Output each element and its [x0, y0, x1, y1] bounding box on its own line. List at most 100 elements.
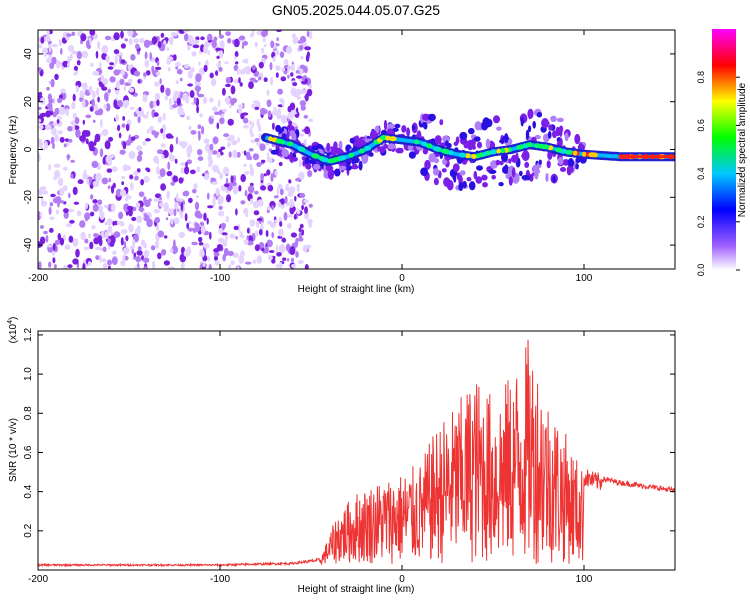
signal-blob — [466, 177, 472, 182]
noise-blob — [227, 118, 234, 126]
noise-blob — [109, 241, 115, 247]
ridge-peak — [483, 151, 488, 157]
noise-blob — [148, 198, 152, 202]
noise-blob — [82, 119, 86, 125]
noise-blob — [234, 51, 239, 58]
signal-blob — [428, 113, 436, 122]
noise-blob — [209, 231, 212, 240]
noise-blob — [288, 187, 294, 196]
noise-blob — [72, 186, 78, 196]
ridge-peak — [500, 148, 506, 154]
figure-title: GN05.2025.044.05.07.G25 — [272, 2, 440, 18]
noise-blob — [174, 217, 180, 225]
noise-blob — [49, 62, 55, 70]
noise-blob — [283, 70, 288, 75]
noise-blob — [107, 66, 114, 70]
noise-blob — [143, 72, 147, 77]
noise-blob — [294, 239, 299, 248]
noise-blob — [240, 200, 246, 205]
ridge-peak — [623, 154, 631, 160]
snr-axes: -200 -100 0 100 0.2 0.4 0.6 0.8 1.0 1.2 — [23, 328, 675, 585]
signal-blob — [557, 157, 564, 165]
colorbar-axis: 0.0 0.2 0.4 0.6 0.8 — [696, 71, 740, 276]
ridge-peak — [389, 136, 397, 142]
noise-blob — [304, 93, 309, 102]
signal-blob — [562, 159, 570, 166]
noise-blob — [164, 96, 169, 101]
noise-blob — [308, 221, 313, 228]
noise-blob — [219, 40, 225, 49]
noise-blob — [252, 259, 257, 264]
noise-blob — [304, 46, 311, 51]
noise-blob — [283, 211, 288, 221]
noise-blob — [51, 44, 58, 48]
noise-blob — [163, 260, 170, 266]
colorbar-gradient — [712, 29, 736, 270]
noise-blob — [123, 241, 127, 247]
colorbar-tick-label: 0.8 — [696, 71, 706, 84]
noise-blob — [73, 201, 80, 205]
noise-blob — [160, 84, 165, 94]
signal-blob — [485, 138, 491, 149]
noise-blob — [274, 170, 278, 176]
colorbar: 0.0 0.2 0.4 0.6 0.8 Normalized spectral ampl… — [696, 29, 748, 276]
noise-blob — [211, 181, 218, 185]
noise-blob — [301, 204, 304, 211]
signal-blob — [443, 177, 451, 187]
noise-blob — [298, 232, 303, 239]
noise-blob — [214, 111, 220, 116]
signal-blob — [559, 127, 563, 138]
noise-blob — [191, 51, 197, 57]
noise-blob — [105, 103, 111, 112]
signal-blob — [334, 168, 341, 177]
noise-blob — [124, 38, 128, 42]
noise-blob — [167, 67, 171, 72]
noise-blob — [250, 132, 255, 138]
signal-blob — [462, 180, 467, 189]
noise-blob — [122, 141, 127, 150]
noise-blob — [234, 56, 237, 60]
noise-blob — [139, 206, 144, 213]
noise-blob — [44, 141, 48, 149]
signal-blob — [547, 131, 552, 139]
noise-blob — [229, 104, 232, 109]
noise-blob — [93, 233, 99, 238]
noise-blob — [123, 203, 130, 212]
noise-blob — [157, 40, 162, 49]
signal-blob — [560, 167, 566, 172]
noise-blob — [137, 246, 142, 251]
noise-blob — [218, 66, 223, 72]
noise-blob — [169, 135, 174, 139]
y-tick-label: 0.8 — [23, 406, 34, 420]
noise-blob — [124, 197, 129, 202]
noise-blob — [156, 149, 164, 155]
noise-blob — [121, 175, 126, 180]
noise-blob — [243, 150, 247, 156]
noise-blob — [280, 198, 285, 205]
noise-blob — [108, 177, 111, 183]
y-tick-label: -20 — [23, 190, 34, 205]
noise-blob — [153, 208, 158, 213]
ridge-peak — [588, 152, 597, 158]
noise-blob — [115, 188, 122, 198]
noise-blob — [157, 116, 163, 124]
y-tick-label: 40 — [23, 48, 34, 60]
noise-blob — [137, 225, 141, 234]
noise-blob — [224, 97, 231, 103]
x-tick-label: -200 — [28, 273, 48, 284]
noise-blob — [64, 138, 70, 142]
noise-blob — [281, 67, 285, 72]
noise-blob — [299, 89, 307, 95]
noise-blob — [88, 233, 91, 239]
noise-blob — [189, 90, 195, 98]
noise-blob — [38, 118, 42, 123]
noise-blob — [192, 44, 200, 49]
noise-blob — [254, 106, 260, 110]
noise-blob — [292, 206, 296, 212]
noise-blob — [258, 76, 262, 81]
noise-blob — [183, 30, 190, 33]
signal-blob — [527, 110, 534, 116]
noise-blob — [295, 107, 299, 113]
noise-blob — [296, 75, 303, 79]
noise-blob — [110, 203, 116, 213]
